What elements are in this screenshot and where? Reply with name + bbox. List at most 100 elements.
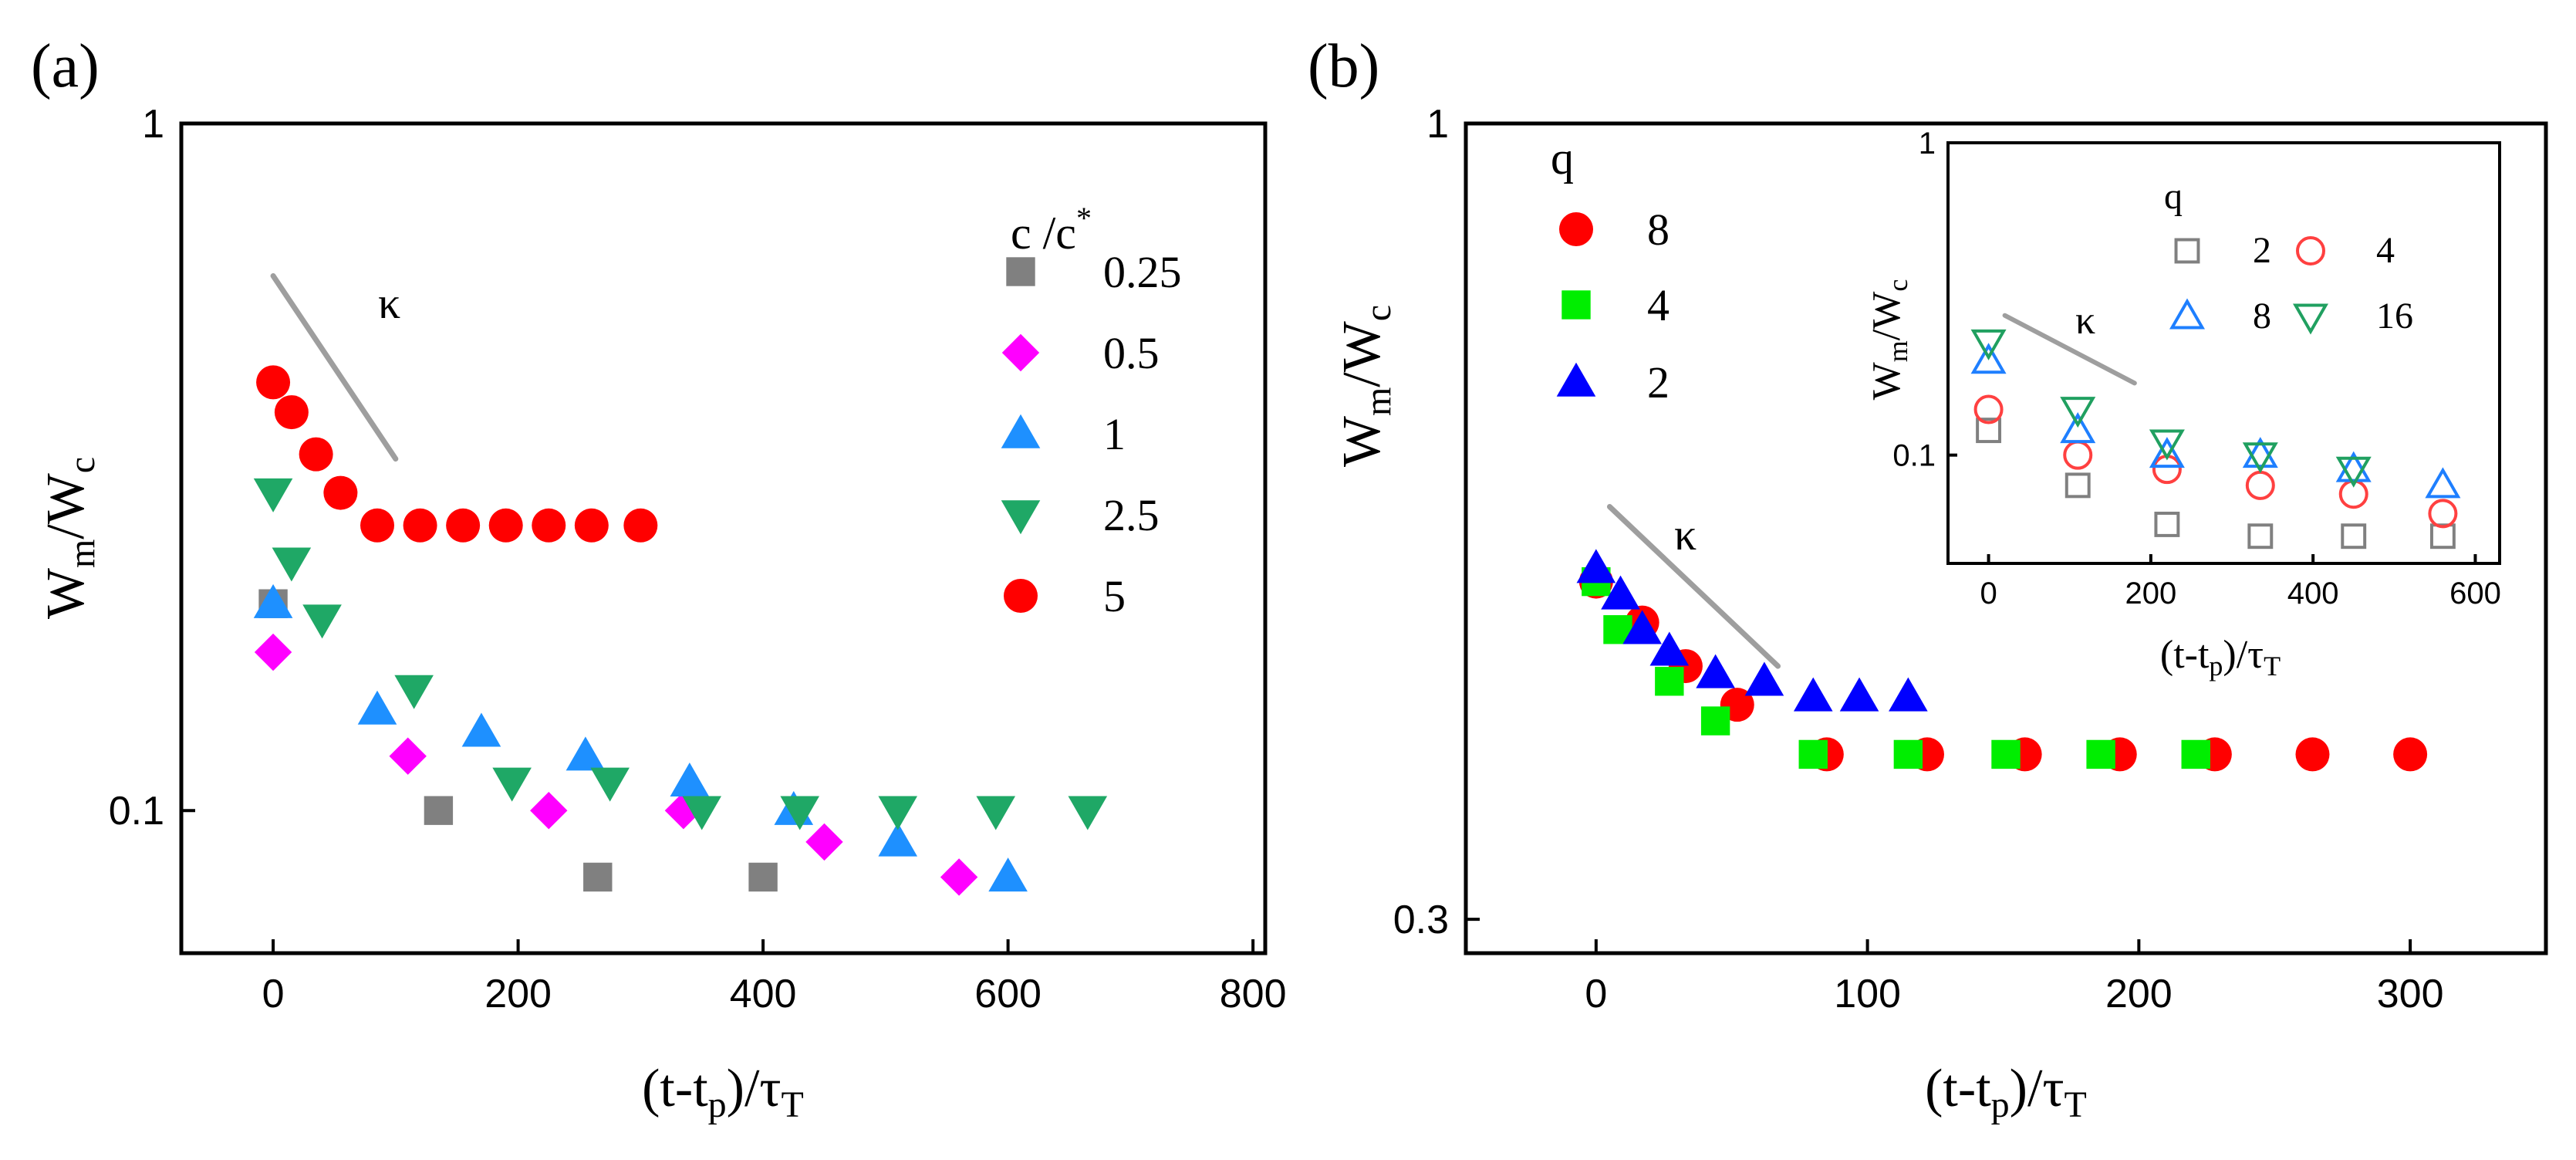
panel-a-plot-frame	[179, 121, 1268, 955]
panel-a-point-2.5	[394, 675, 434, 709]
inset-point-8	[1970, 343, 2007, 374]
panel-a-legend-title: c /c*	[1011, 201, 1092, 259]
panel-a-xlabel-part: (t-t	[642, 1059, 708, 1118]
panel-a-point-2.5	[780, 796, 820, 830]
inset-legend: q 2 4 8 16	[2164, 176, 2413, 337]
panel-a-legend-title-sup: *	[1076, 201, 1092, 235]
panel-a-legend-marker-0.25	[1006, 257, 1035, 286]
panel-b-point-2	[1744, 661, 1784, 696]
panel-a-point-0.5	[530, 791, 568, 830]
inset-slope-line	[2002, 313, 2137, 386]
inset-x-tick-label: 600	[2449, 577, 2501, 610]
panel-a-legend-label: 0.25	[1103, 247, 1182, 297]
panel-b-ylabel: Wm/Wc	[1332, 305, 1399, 467]
inset-xlabel-sub2: T	[2264, 651, 2281, 681]
panel-b-legend-markers	[1556, 212, 1596, 397]
inset-legend-label: 2	[2253, 230, 2271, 271]
panel-b-xlabel-sub2: T	[2065, 1084, 2087, 1125]
panel-a-point-1	[988, 857, 1028, 892]
panel-a-point-0.25	[424, 796, 454, 825]
panel-b-y-tick-label: 1	[1426, 102, 1449, 147]
panel-b-legend-title: q	[1551, 133, 1574, 184]
inset-legend-marker-8	[2169, 298, 2206, 330]
panel-a-point-1	[566, 736, 606, 771]
panel-b-point-4	[1893, 739, 1923, 769]
panel-a-point-2.5	[976, 796, 1016, 830]
inset-ticks: 0 200 400 600 1 0.1	[1892, 127, 2500, 610]
panel-b-label: (b)	[1308, 32, 1379, 100]
inset-y-tick-label: 0.1	[1892, 439, 1936, 473]
panel-a-ylabel-part2: /W	[36, 473, 96, 539]
inset-x-tick-label: 0	[1980, 577, 1997, 610]
panel-b-point-2	[1622, 610, 1662, 644]
panel-a-point-0.5	[805, 823, 843, 861]
panel-a-marks	[253, 365, 1108, 896]
panel-a-point-0.5	[940, 858, 978, 896]
panel-a-x-tick-label: 400	[730, 972, 797, 1016]
panel-a-legend-marker-1	[1001, 414, 1041, 448]
panel-a-point-5	[446, 508, 481, 543]
inset-point-16	[2242, 442, 2278, 474]
inset: 0 200 400 600 1 0.1 κ Wm/Wc (t-tp)/τT q 2 4 8…	[1865, 127, 2501, 681]
panel-b-plot-frame	[1464, 121, 2548, 955]
panel-a-label: (a)	[31, 32, 100, 100]
panel-b-legend-label: 8	[1647, 205, 1670, 255]
inset-ylabel-sub: m	[1882, 340, 1913, 362]
inset-point-2	[2154, 511, 2180, 537]
panel-b-legend-marker-4	[1561, 290, 1591, 320]
panel-b-x-tick-label: 300	[2377, 972, 2444, 1016]
inset-legend-label: 8	[2253, 296, 2271, 337]
panel-a-legend-marker-5	[1004, 579, 1038, 613]
panel-a-slope-line	[270, 272, 399, 462]
panel-a-ylabel-sub2: c	[62, 457, 103, 473]
panel-a-legend-label: 2.5	[1103, 490, 1160, 540]
inset-point-8	[2149, 437, 2185, 468]
panel-b-point-2	[1696, 654, 1735, 688]
panel-b-point-2	[1839, 677, 1879, 712]
panel-b-legend-marker-2	[1556, 362, 1596, 397]
inset-point-2	[2065, 472, 2091, 499]
panel-a-point-0.25	[748, 862, 778, 892]
inset-point-8	[2060, 412, 2096, 444]
panel-b-xlabel-sub: p	[1991, 1084, 2010, 1125]
inset-legend-markers	[2169, 236, 2329, 335]
panel-b-legend-label: 2	[1647, 357, 1670, 408]
inset-ylabel: Wm/Wc	[1865, 279, 1913, 401]
panel-a-ylabel: Wm/Wc	[36, 457, 103, 619]
panel-b-point-2	[1601, 575, 1640, 610]
panel-a-point-5	[532, 508, 566, 543]
panel-a-point-5	[299, 437, 333, 472]
panel-a-x-tick-label: 0	[262, 972, 285, 1016]
panel-a-point-1	[357, 690, 397, 725]
inset-xlabel-part: (t-t	[2160, 633, 2210, 677]
panel-a-legend-marker-2.5	[1001, 500, 1041, 535]
panel-a-point-5	[488, 508, 523, 543]
inset-point-2	[1976, 418, 2002, 444]
panel-b-slope-line	[1606, 504, 1781, 669]
inset-ylabel-part2: /W	[1865, 292, 1909, 341]
panel-b-point-2	[1793, 677, 1833, 712]
panel-a-legend-label: 0.5	[1103, 328, 1160, 378]
panel-a-point-5	[256, 365, 291, 400]
panel-b-x-tick-label: 200	[2105, 972, 2173, 1016]
inset-point-16	[2335, 456, 2372, 488]
inset-xlabel: (t-tp)/τT	[2160, 633, 2281, 681]
panel-a-ylabel-part: W	[36, 568, 96, 619]
inset-slope-label: κ	[2075, 299, 2095, 343]
inset-x-tick-label: 400	[2287, 577, 2339, 610]
inset-xlabel-part2: )/τ	[2223, 633, 2264, 677]
panel-a-legend-label: 1	[1103, 409, 1126, 459]
inset-xlabel-sub: p	[2209, 651, 2223, 681]
inset-legend-title: q	[2164, 176, 2183, 217]
inset-point-8	[2425, 467, 2461, 499]
panel-b-point-8	[2295, 737, 2330, 772]
inset-legend-marker-4	[2296, 236, 2325, 265]
panel-a-legend: c /c* 0.25 0.5 1 2.5 5	[1001, 201, 1182, 621]
panel-b-xlabel-part: (t-t	[1925, 1059, 1991, 1118]
inset-point-16	[2060, 397, 2096, 428]
panel-b-ticks: 0 100 200 300 1 0.3	[1393, 102, 2444, 1016]
panel-a-point-1	[670, 763, 710, 797]
inset-point-4	[2428, 499, 2458, 529]
panel-b-point-4	[1655, 667, 1684, 696]
panel-b-ylabel-part: W	[1332, 416, 1392, 467]
